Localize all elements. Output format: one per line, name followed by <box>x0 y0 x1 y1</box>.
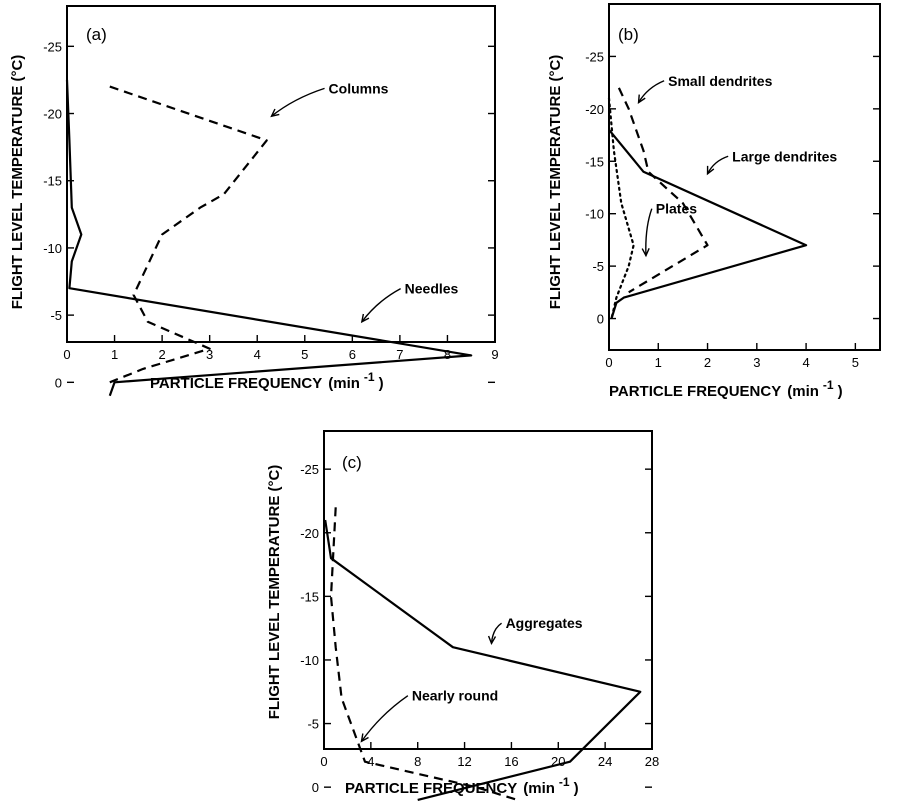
y-tick-label: -25 <box>585 49 604 64</box>
annotation-arrowhead <box>360 733 369 743</box>
x-tick-label: 4 <box>367 754 374 769</box>
panel-letter: (b) <box>618 25 639 44</box>
annotation-arrowhead <box>706 165 715 176</box>
y-axis-label: FLIGHT LEVEL TEMPERATURE (°C) <box>547 55 564 310</box>
annotation-small-dendrites: Small dendrites <box>668 73 772 89</box>
panel-letter: (a) <box>86 25 107 44</box>
series-line-aggregates <box>324 519 642 801</box>
panel-c: 0 4 8 12 16 20 24 280-5-10-15-20-25 (c)PARTICLE … <box>266 430 659 801</box>
x-tick-label: 4 <box>254 347 261 362</box>
x-axis-unit: (min <box>523 780 555 797</box>
x-axis-unit-exponent: -1 <box>364 370 375 384</box>
x-tick-label: 0 <box>63 347 70 362</box>
y-axis-label: FLIGHT LEVEL TEMPERATURE (°C) <box>266 465 283 720</box>
x-tick-label: 6 <box>349 347 356 362</box>
panel-a: 0 1 2 3 4 5 6 7 8 9 0 -5 -10 -15 -20 -25 (a) PARTICLE FRE… <box>9 5 499 397</box>
y-tick-label: -15 <box>43 174 62 189</box>
y-tick-label: 0 <box>312 780 319 795</box>
x-axis-unit-close: ) <box>379 375 384 392</box>
annotation-arrowhead <box>360 313 370 324</box>
y-tick-label: -10 <box>43 241 62 256</box>
annotation-arrow <box>637 80 665 103</box>
x-tick-label: 9 <box>491 347 498 362</box>
x-axis-unit: (min <box>328 375 360 392</box>
panel-letter: (c) <box>342 453 362 472</box>
x-tick-label: 2 <box>158 347 165 362</box>
x-axis-unit-close: ) <box>574 780 579 797</box>
x-axis-label-text: PARTICLE FREQUENCY <box>345 780 517 797</box>
annotation-arrowhead <box>641 248 650 258</box>
y-tick-label: 0 <box>597 312 604 327</box>
annotation-plates: Plates <box>656 201 697 217</box>
annotation-arrow <box>645 208 653 256</box>
plot-frame <box>608 3 881 351</box>
x-tick-label: 8 <box>444 347 451 362</box>
y-tick-label: -15 <box>300 589 319 604</box>
annotation-arrowhead <box>270 108 280 118</box>
y-tick-label: -15 <box>585 154 604 169</box>
y-tick-label: -5 <box>307 717 319 732</box>
x-tick-label: 5 <box>301 347 308 362</box>
y-tick-label: -25 <box>300 462 319 477</box>
x-tick-label: 0 <box>320 754 327 769</box>
annotation-columns: Columns <box>329 80 389 96</box>
x-tick-label: 0 <box>605 355 612 370</box>
annotation-arrowhead <box>637 94 646 104</box>
x-tick-label: 4 <box>802 355 809 370</box>
annotation-nearly-round: Nearly round <box>412 688 498 704</box>
x-axis-label: PARTICLE FREQUENCY (min -1) <box>609 378 843 400</box>
plot-frame <box>66 5 496 343</box>
y-tick-label: -20 <box>585 102 604 117</box>
series-line-plates <box>607 97 635 320</box>
y-tick-label: 0 <box>55 375 62 390</box>
x-axis-unit: (min <box>787 383 819 400</box>
series-line-nearly-round <box>329 507 518 801</box>
y-tick-label: -10 <box>300 653 319 668</box>
annotation-arrow <box>360 695 409 742</box>
x-tick-label: 8 <box>414 754 421 769</box>
y-tick-label: -5 <box>592 259 604 274</box>
x-axis-label-text: PARTICLE FREQUENCY <box>150 375 322 392</box>
x-tick-label: 28 <box>645 754 659 769</box>
y-tick-label: -20 <box>300 526 319 541</box>
x-tick-label: 24 <box>598 754 612 769</box>
x-axis-unit-exponent: -1 <box>559 775 570 789</box>
annotation-arrow <box>490 622 502 644</box>
series-line-needles <box>65 79 473 397</box>
panel-b: 0 1 2 3 4 5 0 -5 -10 -15 -20 -25 (b) PARTICLE FREQUEN… <box>547 3 881 400</box>
annotation-arrowhead <box>487 635 497 646</box>
series-line-small-dendrites <box>617 87 709 294</box>
x-axis-label: PARTICLE FREQUENCY (min -1) <box>345 775 579 797</box>
x-axis-unit-exponent: -1 <box>823 378 834 392</box>
y-tick-label: -20 <box>43 107 62 122</box>
x-tick-label: 5 <box>852 355 859 370</box>
annotation-large-dendrites: Large dendrites <box>732 148 837 164</box>
x-tick-label: 16 <box>504 754 518 769</box>
annotation-arrow <box>361 287 401 323</box>
x-axis-label: PARTICLE FREQUENCY (min -1) <box>150 370 384 392</box>
annotation-needles: Needles <box>405 281 459 297</box>
series-line-columns <box>109 85 268 384</box>
y-axis-label: FLIGHT LEVEL TEMPERATURE (°C) <box>9 55 26 310</box>
x-axis-label-text: PARTICLE FREQUENCY <box>609 383 781 400</box>
annotation-arrow <box>706 155 729 175</box>
y-tick-label: -25 <box>43 39 62 54</box>
x-tick-label: 3 <box>753 355 760 370</box>
x-tick-label: 7 <box>396 347 403 362</box>
x-tick-label: 2 <box>704 355 711 370</box>
x-tick-label: 3 <box>206 347 213 362</box>
y-tick-label: -10 <box>585 207 604 222</box>
annotation-aggregates: Aggregates <box>506 615 583 631</box>
y-tick-label: -5 <box>50 308 62 323</box>
x-tick-label: 1 <box>655 355 662 370</box>
x-axis-unit-close: ) <box>838 383 843 400</box>
plot-frame <box>323 430 653 750</box>
x-tick-label: 12 <box>457 754 471 769</box>
x-tick-label: 1 <box>111 347 118 362</box>
annotation-arrow <box>271 87 325 117</box>
